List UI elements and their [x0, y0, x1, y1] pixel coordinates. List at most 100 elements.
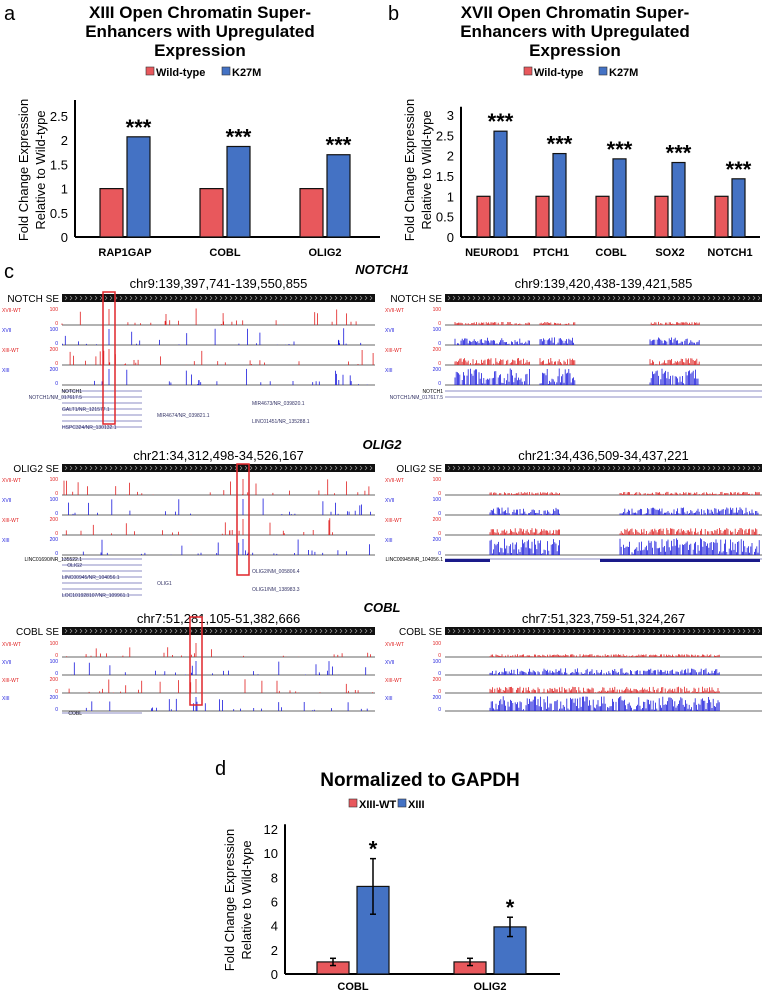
- strand-arrow: [537, 628, 541, 634]
- strand-arrow: [139, 465, 143, 471]
- strand-arrow: [687, 465, 691, 471]
- strand-arrow: [129, 295, 133, 301]
- chart-title: Expression: [529, 41, 621, 60]
- strand-arrow: [732, 295, 736, 301]
- strand-arrow: [672, 295, 676, 301]
- y-tick-label: 2: [61, 133, 68, 148]
- strand-arrow: [189, 465, 193, 471]
- strand-arrow: [129, 465, 133, 471]
- strand-arrow: [582, 465, 586, 471]
- strand-arrow: [174, 628, 178, 634]
- y-axis-label: Fold Change Expression: [16, 99, 31, 241]
- strand-arrow: [657, 628, 661, 634]
- strand-arrow: [349, 465, 353, 471]
- strand-arrow: [532, 628, 536, 634]
- strand-arrow: [134, 295, 138, 301]
- strand-arrow: [199, 295, 203, 301]
- strand-arrow: [702, 295, 706, 301]
- track-block-right: chr7:51,323,759-51,324,267 COBL SE XVII-WT…: [385, 611, 762, 713]
- strand-arrow: [677, 628, 681, 634]
- chart-title: Expression: [154, 41, 246, 60]
- track-scale-max: 200: [433, 677, 442, 683]
- strand-arrow: [632, 465, 636, 471]
- gene-annotation: LINC01451/NR_135288.1: [252, 419, 310, 425]
- strand-arrow: [652, 628, 656, 634]
- strand-arrow: [622, 465, 626, 471]
- y-axis-label: Fold Change Expression: [222, 829, 237, 971]
- strand-arrow: [502, 628, 506, 634]
- signal-peaks: [85, 697, 368, 711]
- strand-arrow: [319, 295, 323, 301]
- strand-arrow: [334, 628, 338, 634]
- track-label: XVII: [385, 498, 394, 504]
- track-scale-min: 0: [438, 653, 441, 659]
- strand-arrow: [79, 295, 83, 301]
- strand-arrow: [537, 465, 541, 471]
- strand-arrow: [712, 628, 716, 634]
- strand-arrow: [737, 465, 741, 471]
- strand-arrow: [752, 465, 756, 471]
- strand-arrow: [517, 465, 521, 471]
- bar-treated: [731, 178, 746, 238]
- genomic-region: chr7:51,323,759-51,324,267: [522, 611, 685, 626]
- strand-arrow: [602, 465, 606, 471]
- strand-arrow: [184, 295, 188, 301]
- track-scale-min: 0: [55, 341, 58, 347]
- strand-arrow: [697, 465, 701, 471]
- strand-arrow: [732, 465, 736, 471]
- strand-arrow: [492, 295, 496, 301]
- gene-annotation: LOC101928107/NR_109961.1: [62, 593, 130, 599]
- strand-arrow: [547, 628, 551, 634]
- track-scale-min: 0: [55, 707, 58, 713]
- bar-control: [714, 195, 729, 238]
- strand-arrow: [562, 628, 566, 634]
- y-axis-label: Relative to Wild-type: [239, 840, 254, 959]
- gene-exon: [600, 559, 760, 562]
- strand-arrow: [587, 628, 591, 634]
- y-tick-label: 1: [61, 182, 68, 197]
- strand-arrow: [457, 628, 461, 634]
- strand-arrow: [612, 465, 616, 471]
- strand-arrow: [304, 465, 308, 471]
- strand-arrow: [249, 465, 253, 471]
- strand-arrow: [294, 465, 298, 471]
- strand-arrow: [304, 295, 308, 301]
- strand-arrow: [662, 465, 666, 471]
- strand-arrow: [294, 295, 298, 301]
- bar-treated: [126, 136, 151, 238]
- gene-exon: [445, 559, 490, 562]
- track-scale-max: 200: [50, 517, 59, 523]
- strand-arrow: [577, 295, 581, 301]
- strand-arrow: [369, 295, 373, 301]
- strand-arrow: [572, 628, 576, 634]
- y-tick-label: 6: [271, 895, 278, 910]
- strand-arrow: [214, 295, 218, 301]
- track-label: XVII: [2, 660, 11, 666]
- super-enhancer-bar: [62, 627, 375, 635]
- gene-annotation: LINC01690/NR_135522.1: [24, 557, 82, 563]
- locus-gene-name: OLIG2: [362, 437, 402, 452]
- genomic-region: chr21:34,312,498-34,526,167: [133, 448, 304, 463]
- signal-peaks: [66, 643, 371, 657]
- strand-arrow: [502, 295, 506, 301]
- signal-peaks: [62, 328, 362, 345]
- strand-arrow: [269, 295, 273, 301]
- strand-arrow: [667, 295, 671, 301]
- strand-arrow: [214, 628, 218, 634]
- super-enhancer-label: NOTCH SE: [390, 294, 442, 305]
- strand-arrow: [179, 295, 183, 301]
- strand-arrow: [309, 295, 313, 301]
- signal-peaks: [68, 679, 373, 693]
- track-scale-min: 0: [55, 671, 58, 677]
- strand-arrow: [209, 465, 213, 471]
- track-label: XVII: [2, 328, 11, 334]
- track-scale-min: 0: [438, 511, 441, 517]
- strand-arrow: [697, 295, 701, 301]
- strand-arrow: [472, 465, 476, 471]
- strand-arrow: [109, 465, 113, 471]
- legend-swatch: [397, 798, 407, 808]
- strand-arrow: [462, 465, 466, 471]
- strand-arrow: [552, 628, 556, 634]
- track-label: XIII-WT: [2, 678, 19, 684]
